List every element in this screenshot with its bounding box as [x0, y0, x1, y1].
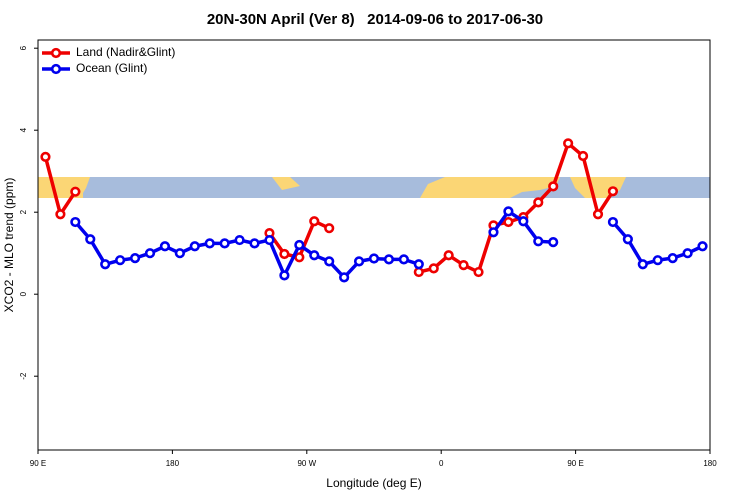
data-point [607, 186, 619, 197]
data-point [548, 181, 559, 192]
data-point [309, 216, 320, 227]
data-point [563, 138, 574, 149]
y-tick-label: 0 [19, 291, 28, 296]
x-tick-label: 90 W [297, 459, 316, 468]
y-tick-label: 4 [19, 127, 28, 132]
data-point [159, 241, 171, 252]
data-point [622, 234, 633, 245]
data-point [40, 151, 51, 162]
data-point [279, 270, 290, 281]
legend-marker [50, 63, 62, 75]
data-point [353, 256, 365, 267]
data-point [219, 238, 230, 249]
y-tick-label: -2 [19, 372, 28, 380]
x-tick-label: 90 E [30, 459, 46, 468]
data-point [518, 216, 529, 227]
data-point [279, 248, 290, 260]
data-point [294, 252, 305, 263]
plot-frame [37, 39, 711, 451]
data-point [398, 254, 409, 265]
data-point [204, 238, 215, 249]
map-land [420, 177, 560, 198]
y-tick-label: 6 [19, 45, 28, 50]
series-line [43, 141, 615, 274]
data-point [324, 256, 335, 267]
data-point [637, 259, 648, 270]
data-point [339, 272, 350, 283]
data-point [368, 253, 380, 264]
x-tick-label: 180 [166, 459, 180, 468]
data-point [383, 254, 395, 265]
data-point [697, 241, 708, 252]
map-background [38, 177, 710, 198]
data-point [652, 255, 663, 266]
data-point [264, 234, 275, 246]
data-point [592, 209, 604, 220]
data-point [577, 150, 589, 162]
data-point [249, 238, 260, 249]
data-point [533, 197, 544, 208]
data-point [100, 259, 111, 270]
y-axis-label: XCO2 - MLO trend (ppm) [2, 178, 16, 313]
legend-label: Ocean (Glint) [76, 61, 147, 75]
data-point [324, 223, 335, 234]
data-point [533, 236, 544, 247]
data-point [234, 234, 245, 246]
x-axis-label: Longitude (deg E) [326, 476, 421, 490]
chart-title: 20N-30N April (Ver 8) 2014-09-06 to 2017… [207, 11, 543, 28]
y-tick-label: 2 [19, 209, 28, 214]
data-point [85, 234, 96, 245]
data-point [428, 263, 439, 274]
data-point [458, 259, 469, 271]
data-point [488, 227, 499, 238]
x-tick-label: 0 [439, 459, 444, 468]
data-point [667, 253, 678, 264]
data-point [548, 237, 559, 248]
data-point [70, 216, 81, 228]
data-point [70, 186, 81, 197]
data-point [503, 206, 514, 217]
data-point [443, 250, 454, 261]
data-point [144, 248, 156, 259]
data-point [189, 241, 200, 252]
data-point [294, 239, 305, 251]
data-point [309, 250, 320, 261]
data-point [473, 266, 484, 278]
data-point [55, 209, 66, 220]
map-land [272, 177, 300, 190]
legend-label: Land (Nadir&Glint) [76, 45, 175, 59]
legend-marker [50, 47, 62, 59]
data-point [413, 259, 424, 270]
data-point [682, 248, 693, 259]
data-point [174, 248, 185, 259]
data-point [115, 255, 126, 266]
data-point [503, 216, 514, 228]
x-tick-label: 180 [703, 459, 717, 468]
x-tick-label: 90 E [567, 459, 583, 468]
data-point [413, 266, 424, 278]
data-point [607, 216, 619, 228]
data-point [129, 253, 141, 264]
